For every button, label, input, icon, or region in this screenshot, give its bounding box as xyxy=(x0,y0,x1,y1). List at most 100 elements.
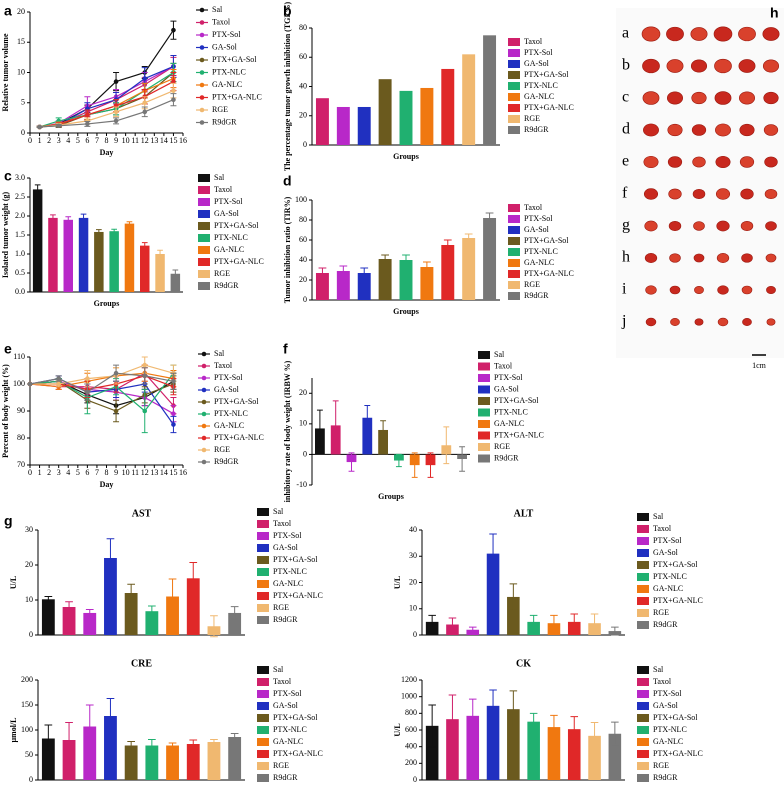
tumor xyxy=(692,156,706,168)
tumor xyxy=(666,26,684,42)
point xyxy=(56,381,61,387)
x-axis-label: Groups xyxy=(94,299,120,308)
legend-label: R9dGR xyxy=(524,125,549,134)
point xyxy=(113,79,119,84)
legend-swatch xyxy=(257,544,269,552)
legend-swatch xyxy=(508,71,520,79)
legend-swatch xyxy=(257,604,269,612)
y-tick-label: 1000 xyxy=(401,691,417,700)
legend-swatch xyxy=(198,186,210,194)
bar xyxy=(462,238,476,300)
legend-label: Sal xyxy=(214,173,225,182)
bar xyxy=(170,273,181,292)
legend-swatch xyxy=(508,259,520,267)
bar xyxy=(420,87,434,145)
point xyxy=(142,373,148,379)
point xyxy=(85,112,90,118)
bar xyxy=(547,727,561,780)
bar xyxy=(63,219,73,292)
error-bar xyxy=(590,613,599,633)
error-bar xyxy=(127,583,135,603)
error-bar xyxy=(189,562,198,595)
legend-swatch xyxy=(508,237,520,245)
legend-label: R9dGR xyxy=(273,773,298,782)
tumor xyxy=(667,123,683,137)
error-bar xyxy=(172,269,179,279)
legend-label: GA-NLC xyxy=(524,92,554,101)
bar xyxy=(483,218,497,300)
point xyxy=(142,362,148,368)
error-bar xyxy=(34,184,41,195)
tumor xyxy=(642,91,660,105)
series-line xyxy=(39,71,174,128)
x-tick-label: 9 xyxy=(114,468,118,477)
photo-row-label: i xyxy=(622,281,627,298)
error-bar xyxy=(570,716,579,743)
x-tick-label: 8 xyxy=(105,468,109,477)
series-line xyxy=(39,99,174,128)
bar xyxy=(145,611,159,635)
legend-marker xyxy=(199,107,205,113)
x-tick-label: 6 xyxy=(85,136,89,145)
legend-swatch xyxy=(257,750,269,758)
y-tick-label: 0 xyxy=(413,775,417,784)
error-bar xyxy=(168,578,177,615)
error-bar xyxy=(85,704,94,749)
y-tick-label: 0 xyxy=(29,775,33,784)
tumor xyxy=(670,318,680,326)
legend-swatch xyxy=(257,568,269,576)
point xyxy=(171,379,176,384)
error-bar xyxy=(443,426,450,465)
legend-swatch xyxy=(508,126,520,134)
error-bar xyxy=(339,265,348,277)
legend-swatch xyxy=(257,738,269,746)
legend-swatch xyxy=(198,246,210,254)
legend-label: RGE xyxy=(214,445,230,454)
tumor xyxy=(740,220,754,232)
tumor xyxy=(742,318,752,326)
legend-label: PTX+GA-Sol xyxy=(494,396,539,405)
legend-label: R9dGR xyxy=(212,117,237,126)
tumor xyxy=(667,156,683,168)
error-bar xyxy=(332,400,339,451)
error-bar xyxy=(210,739,218,745)
legend-swatch xyxy=(257,556,269,564)
legend-label: Sal xyxy=(273,665,284,674)
error-bar xyxy=(318,267,327,279)
y-tick-label: 80 xyxy=(299,215,307,224)
point xyxy=(56,123,61,129)
legend-label: Taxol xyxy=(214,361,233,370)
x-axis-label: Groups xyxy=(393,152,419,161)
legend-swatch xyxy=(637,609,649,617)
tumor xyxy=(714,91,732,105)
y-tick-label: 10 xyxy=(17,67,25,76)
legend-swatch xyxy=(478,397,490,405)
bar xyxy=(228,737,242,780)
y-tick-label: 800 xyxy=(405,708,417,717)
y-tick-label: 0 xyxy=(413,630,417,639)
chart-title: CK xyxy=(516,658,531,669)
legend-label: PTX+GA-NLC xyxy=(653,596,703,605)
error-bar xyxy=(126,221,133,226)
x-tick-label: 16 xyxy=(179,136,187,145)
error-bar xyxy=(411,452,418,478)
legend-swatch xyxy=(637,714,649,722)
bar xyxy=(507,709,520,780)
x-tick-label: 0 xyxy=(28,468,32,477)
bar xyxy=(483,35,497,145)
x-tick-label: 4 xyxy=(66,468,70,477)
legend-swatch xyxy=(637,738,649,746)
bar xyxy=(41,599,55,635)
x-axis-label: Groups xyxy=(393,307,419,316)
legend-swatch xyxy=(508,38,520,46)
legend-label: GA-Sol xyxy=(273,701,299,710)
tumor xyxy=(738,26,756,42)
legend-label: PTX-NLC xyxy=(494,407,528,416)
x-tick-label: 10 xyxy=(122,136,130,145)
legend-swatch xyxy=(198,270,210,278)
legend-label: GA-Sol xyxy=(524,59,550,68)
y-tick-label: 60 xyxy=(299,235,307,244)
panel-label: c xyxy=(4,168,12,184)
error-bar xyxy=(127,741,135,750)
point xyxy=(85,389,90,395)
